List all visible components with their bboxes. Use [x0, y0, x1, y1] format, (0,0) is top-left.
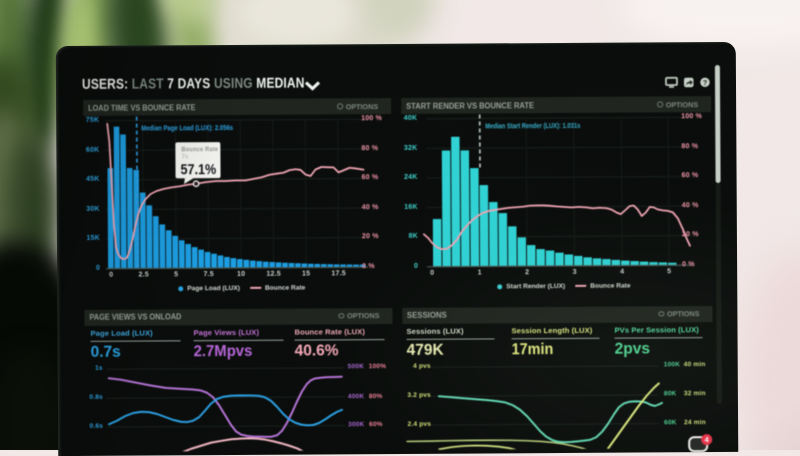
svg-text:?: ? — [703, 78, 708, 87]
